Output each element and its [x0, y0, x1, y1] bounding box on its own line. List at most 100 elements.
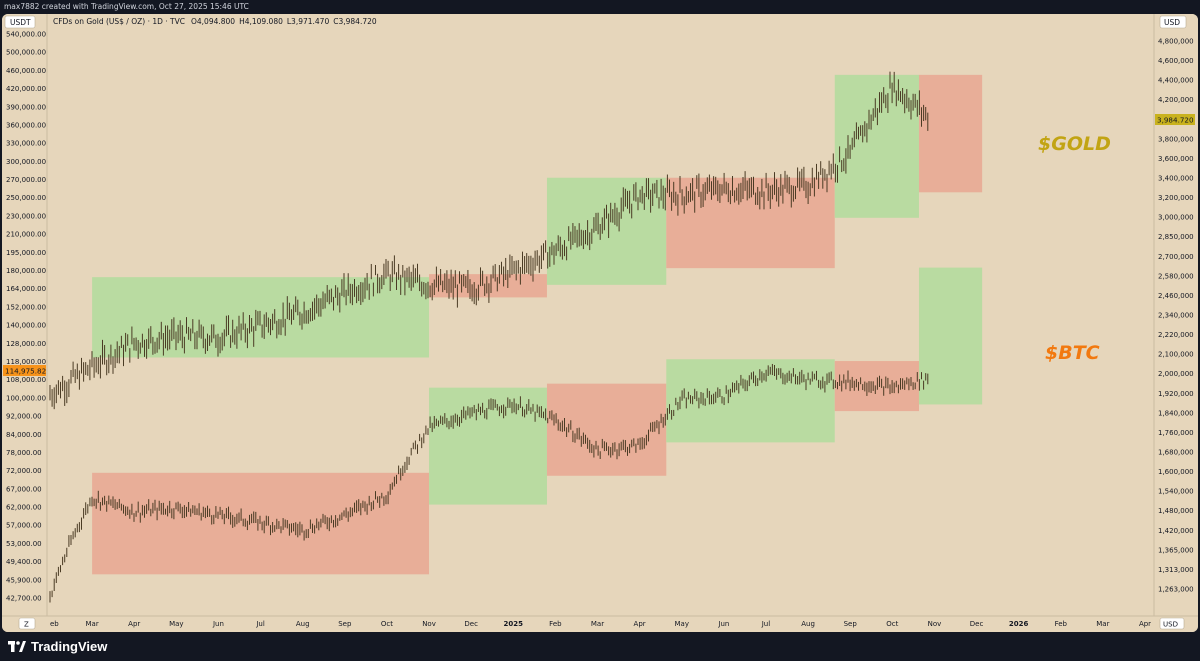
right-tick-label: 2,340,000 — [1158, 312, 1194, 320]
left-unit-box[interactable] — [4, 15, 36, 29]
left-tick-label: 195,000.00 — [6, 249, 46, 257]
legend-symbol: CFDs on Gold (US$ / OZ) · 1D · TVC — [53, 17, 185, 26]
left-tick-label: 540,000.00 — [6, 31, 46, 39]
time-tick-label: May — [674, 620, 688, 628]
gold-price-tag — [1155, 114, 1195, 125]
time-tick-label: eb — [50, 620, 59, 628]
footer: TradingView — [0, 632, 1200, 661]
zone-green — [429, 387, 547, 505]
right-tick-label: 2,700,000 — [1158, 253, 1194, 261]
tradingview-logo[interactable]: TradingView — [8, 639, 107, 654]
time-tick-label: Nov — [928, 620, 942, 628]
left-tick-label: 140,000.00 — [6, 322, 46, 330]
right-tick-label: 4,400,000 — [1158, 77, 1194, 85]
currency-button-label: USD — [1163, 621, 1178, 629]
zones-layer — [92, 74, 983, 575]
left-tick-label: 62,000.00 — [6, 504, 42, 512]
left-tick-label: 230,000.00 — [6, 212, 46, 220]
time-tick-label: Jun — [717, 620, 729, 628]
right-tick-label: 2,000,000 — [1158, 370, 1194, 378]
time-tick-label: Mar — [591, 620, 604, 628]
right-tick-label: 3,800,000 — [1158, 135, 1194, 143]
right-unit-box[interactable] — [1159, 15, 1187, 29]
time-tick-label: Dec — [970, 620, 984, 628]
time-tick-label: Dec — [464, 620, 478, 628]
zone-green — [666, 359, 835, 443]
right-tick-label: 2,220,000 — [1158, 331, 1194, 339]
right-tick-label: 2,100,000 — [1158, 351, 1194, 359]
footer-brand: TradingView — [31, 639, 108, 654]
candles-layer — [49, 71, 929, 603]
legend[interactable]: CFDs on Gold (US$ / OZ) · 1D · TVC O4,094… — [53, 17, 377, 26]
time-tick-label: Jul — [255, 620, 265, 628]
right-tick-label: 1,540,000 — [1158, 488, 1194, 496]
left-tick-label: 360,000.00 — [6, 121, 46, 129]
left-tick-label: 390,000.00 — [6, 103, 46, 111]
left-tick-label: 300,000.00 — [6, 158, 46, 166]
time-tick-label: Jul — [761, 620, 771, 628]
left-tick-label: 420,000.00 — [6, 85, 46, 93]
left-tick-label: 128,000.00 — [6, 340, 46, 348]
gold-price-value: 3,984.720 — [1157, 116, 1194, 125]
left-tick-label: 270,000.00 — [6, 176, 46, 184]
time-tick-label: Apr — [1139, 620, 1151, 628]
time-tick-label: Feb — [1055, 620, 1068, 628]
left-tick-label: 164,000.00 — [6, 285, 46, 293]
left-tick-label: 180,000.00 — [6, 267, 46, 275]
chart-credit: max7882 created with TradingView.com, Oc… — [0, 0, 1200, 14]
left-tick-label: 42,700.00 — [6, 595, 42, 603]
right-unit-label: USD — [1164, 18, 1180, 27]
time-tick-label: Aug — [296, 620, 310, 628]
gold-annotation[interactable]: $GOLD — [1038, 133, 1111, 155]
zone-red — [429, 274, 547, 298]
right-tick-label: 3,400,000 — [1158, 175, 1194, 183]
left-tick-label: 57,000.00 — [6, 522, 42, 530]
left-tick-label: 100,000.00 — [6, 394, 46, 402]
time-tick-label: Jun — [212, 620, 224, 628]
left-tick-label: 53,000.00 — [6, 540, 42, 548]
time-tick-label: Mar — [1096, 620, 1109, 628]
btc-annotation[interactable]: $BTC — [1045, 342, 1100, 364]
btc-price-value: 114,975.82 — [5, 367, 46, 376]
currency-button[interactable] — [1159, 617, 1185, 630]
time-tick-label: Oct — [381, 620, 393, 628]
left-tick-label: 49,400.00 — [6, 558, 42, 566]
zone-red — [666, 177, 835, 269]
right-tick-label: 1,920,000 — [1158, 390, 1194, 398]
right-tick-label: 2,460,000 — [1158, 292, 1194, 300]
right-tick-label: 2,580,000 — [1158, 272, 1194, 280]
right-tick-label: 1,840,000 — [1158, 409, 1194, 417]
time-tick-label: Apr — [128, 620, 140, 628]
right-tick-label: 3,000,000 — [1158, 214, 1194, 222]
scale-button[interactable] — [18, 617, 36, 630]
right-tick-label: 4,600,000 — [1158, 57, 1194, 65]
right-tick-label: 1,313,000 — [1158, 566, 1194, 574]
tradingview-logo-icon — [8, 641, 26, 652]
time-tick-label: Oct — [886, 620, 898, 628]
left-tick-label: 460,000.00 — [6, 67, 46, 75]
right-tick-label: 1,365,000 — [1158, 546, 1194, 554]
right-tick-label: 3,600,000 — [1158, 155, 1194, 163]
chart-svg[interactable]: 540,000.00 500,000.00 460,000.00 420,000.00… — [2, 14, 1198, 632]
right-tick-label: 1,263,000 — [1158, 586, 1194, 594]
right-tick-label: 1,480,000 — [1158, 507, 1194, 515]
zone-green — [918, 267, 983, 405]
right-tick-label: 2,850,000 — [1158, 233, 1194, 241]
left-axis-ticks: 540,000.00 500,000.00 460,000.00 420,000.00… — [6, 31, 46, 603]
right-tick-label: 1,760,000 — [1158, 429, 1194, 437]
left-tick-label: 330,000.00 — [6, 140, 46, 148]
time-tick-label: Sep — [844, 620, 858, 628]
legend-high: H4,109.080 — [239, 17, 283, 26]
left-tick-label: 67,000.00 — [6, 485, 42, 493]
time-tick-label: Apr — [634, 620, 646, 628]
left-unit-label: USDT — [10, 18, 31, 27]
chart-panel: 540,000.00 500,000.00 460,000.00 420,000.00… — [2, 14, 1198, 632]
zone-red — [918, 74, 983, 193]
time-tick-label: 2026 — [1009, 620, 1029, 628]
time-tick-label: Feb — [549, 620, 562, 628]
time-tick-label: May — [169, 620, 183, 628]
left-tick-label: 210,000.00 — [6, 231, 46, 239]
right-tick-label: 4,200,000 — [1158, 96, 1194, 104]
left-tick-label: 45,900.00 — [6, 576, 42, 584]
left-tick-label: 92,000.00 — [6, 413, 42, 421]
